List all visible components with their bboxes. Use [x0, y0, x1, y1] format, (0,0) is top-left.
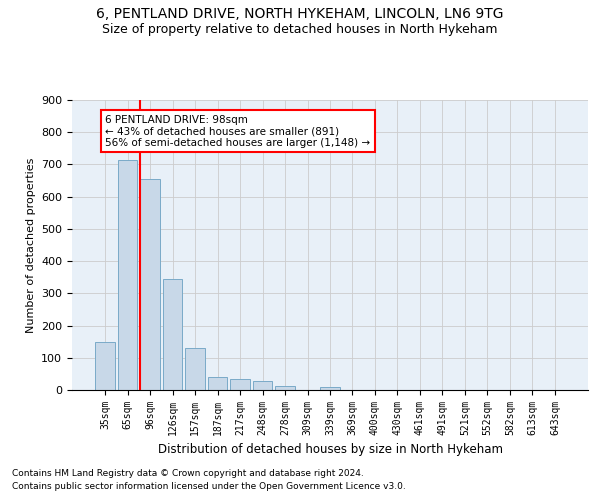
Bar [230, 378, 250, 390]
Bar [163, 279, 182, 390]
Text: 6 PENTLAND DRIVE: 98sqm
← 43% of detached houses are smaller (891)
56% of semi-d: 6 PENTLAND DRIVE: 98sqm ← 43% of detache… [106, 114, 371, 148]
Bar [275, 386, 295, 390]
Text: Distribution of detached houses by size in North Hykeham: Distribution of detached houses by size … [157, 442, 503, 456]
Bar [185, 348, 205, 390]
Bar [253, 381, 272, 390]
Bar [140, 179, 160, 390]
Text: Size of property relative to detached houses in North Hykeham: Size of property relative to detached ho… [102, 22, 498, 36]
Text: 6, PENTLAND DRIVE, NORTH HYKEHAM, LINCOLN, LN6 9TG: 6, PENTLAND DRIVE, NORTH HYKEHAM, LINCOL… [96, 8, 504, 22]
Bar [118, 160, 137, 390]
Text: Contains HM Land Registry data © Crown copyright and database right 2024.: Contains HM Land Registry data © Crown c… [12, 468, 364, 477]
Bar [208, 377, 227, 390]
Bar [95, 342, 115, 390]
Y-axis label: Number of detached properties: Number of detached properties [26, 158, 35, 332]
Text: Contains public sector information licensed under the Open Government Licence v3: Contains public sector information licen… [12, 482, 406, 491]
Bar [320, 387, 340, 390]
